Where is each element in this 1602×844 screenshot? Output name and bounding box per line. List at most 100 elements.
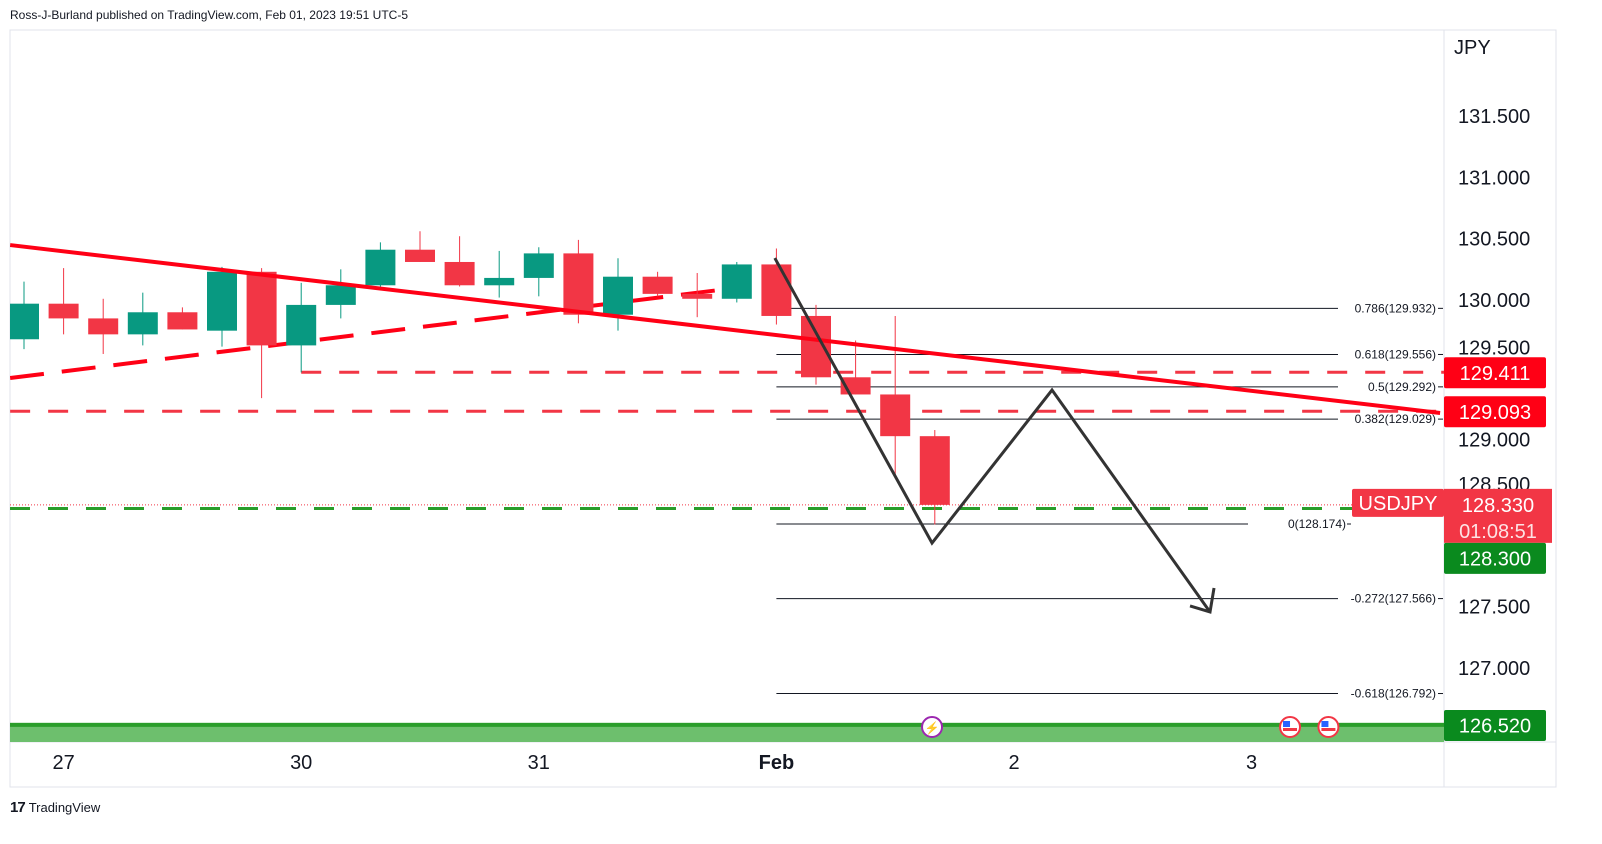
candle-body [167, 312, 198, 330]
candle-body [48, 303, 79, 319]
flag-stripe [1321, 728, 1336, 731]
candle-body [761, 264, 792, 316]
tv-logo-icon: 17 [10, 799, 26, 816]
candle-body [207, 271, 237, 331]
candle [444, 236, 475, 287]
candle [48, 268, 79, 335]
fib-level-label: 0(128.174) [1288, 517, 1346, 531]
candle [246, 268, 277, 399]
lightning-icon [921, 716, 944, 738]
fib-level-label: -0.618(126.792) [1351, 687, 1436, 701]
candle [207, 266, 237, 347]
fib-level-label: 0.786(129.932) [1355, 301, 1436, 315]
candle-body [484, 277, 515, 286]
candle-body [405, 249, 435, 262]
candle [721, 261, 752, 303]
candle [801, 304, 831, 385]
fib-level-label: 0.618(129.556) [1355, 347, 1436, 361]
candle [880, 315, 911, 478]
y-tick-label: 131.000 [1458, 167, 1530, 189]
y-tick-label: 129.000 [1458, 429, 1530, 451]
candle-body [10, 303, 39, 340]
projection-arrowhead [1189, 587, 1216, 614]
level-price-tag-text: 129.093 [1459, 402, 1531, 424]
flag-stripe [1283, 728, 1298, 731]
plot-area: 0.786(129.932) 0.618(129.556) 0.5(129.292)… [10, 231, 1444, 742]
fib-level-label: 0.5(129.292) [1368, 380, 1436, 394]
candle [405, 231, 435, 262]
bid-price-tag [1444, 542, 1546, 574]
logo-text: TradingView [28, 800, 101, 815]
flag-canton [1321, 721, 1329, 727]
flag-canton [1283, 721, 1291, 727]
candle [919, 430, 950, 525]
candle [167, 307, 198, 330]
support-price-tag [1444, 710, 1546, 741]
candle [127, 292, 158, 346]
candle [365, 242, 396, 288]
candle-body [642, 276, 673, 294]
x-tick-label: 30 [290, 752, 312, 774]
candle-body [365, 249, 396, 286]
candle-body [603, 276, 633, 315]
level-price-tag [1444, 357, 1546, 389]
current-price-text: 128.330 [1462, 495, 1534, 517]
x-tick-label: 2 [1008, 752, 1019, 774]
bar-countdown-text: 01:08:51 [1459, 521, 1537, 543]
candle-body [682, 293, 713, 299]
candle-body [563, 253, 594, 315]
fib-level-label: 0.382(129.029) [1355, 412, 1436, 426]
y-tick-label: 127.000 [1458, 658, 1530, 680]
fib-level-label: -0.272(127.566) [1351, 592, 1436, 606]
candle [325, 269, 356, 319]
symbol-tag-text: USDJPY [1359, 493, 1438, 515]
rising-dashed-trendline [10, 287, 721, 381]
candle [484, 250, 515, 298]
candle-body [246, 271, 277, 346]
candle [286, 282, 317, 373]
candle [523, 247, 554, 297]
y-tick-label: 130.500 [1458, 229, 1530, 251]
tradingview-logo[interactable]: 17 TradingView [10, 799, 100, 816]
descending-trendline [10, 243, 1441, 415]
level-price-tag [1444, 396, 1546, 428]
candle-body [919, 436, 950, 505]
y-tick-label: 127.500 [1458, 597, 1530, 619]
lightning-glyph: ⚡ [925, 721, 940, 735]
x-tick-label: 27 [52, 752, 74, 774]
candle [642, 271, 673, 297]
candle-body [801, 315, 831, 378]
candle-body [325, 285, 356, 305]
chart-frame [9, 29, 1557, 788]
x-tick-label: 31 [528, 752, 550, 774]
current-price-tag [1444, 488, 1552, 543]
y-tick-label: 131.500 [1458, 106, 1530, 128]
candle [682, 273, 713, 318]
level-price-tag-text: 129.411 [1460, 363, 1531, 385]
x-tick-label: Feb [759, 752, 795, 774]
candle-body [286, 304, 317, 346]
y-tick-label: 129.500 [1458, 337, 1530, 359]
candle [10, 281, 39, 350]
publish-header: Ross-J-Burland published on TradingView.… [10, 8, 408, 22]
support-zone [10, 722, 1444, 742]
x-tick-label: 3 [1246, 752, 1257, 774]
symbol-tag [1352, 488, 1444, 517]
candle-body [444, 261, 475, 286]
candle-body [721, 264, 752, 299]
candle [563, 239, 594, 324]
currency-label: JPY [1454, 37, 1491, 59]
candle-body [880, 394, 911, 437]
candle-body [523, 253, 554, 278]
candle [761, 248, 792, 325]
projection-path [773, 257, 1212, 613]
candle-body [88, 318, 119, 335]
bid-price-tag-text: 128.300 [1459, 548, 1531, 570]
candle [603, 258, 633, 331]
candle-body [127, 312, 158, 335]
support-price-tag-text: 126.520 [1459, 716, 1531, 738]
candle [88, 298, 119, 354]
y-tick-label: 130.000 [1458, 290, 1530, 312]
